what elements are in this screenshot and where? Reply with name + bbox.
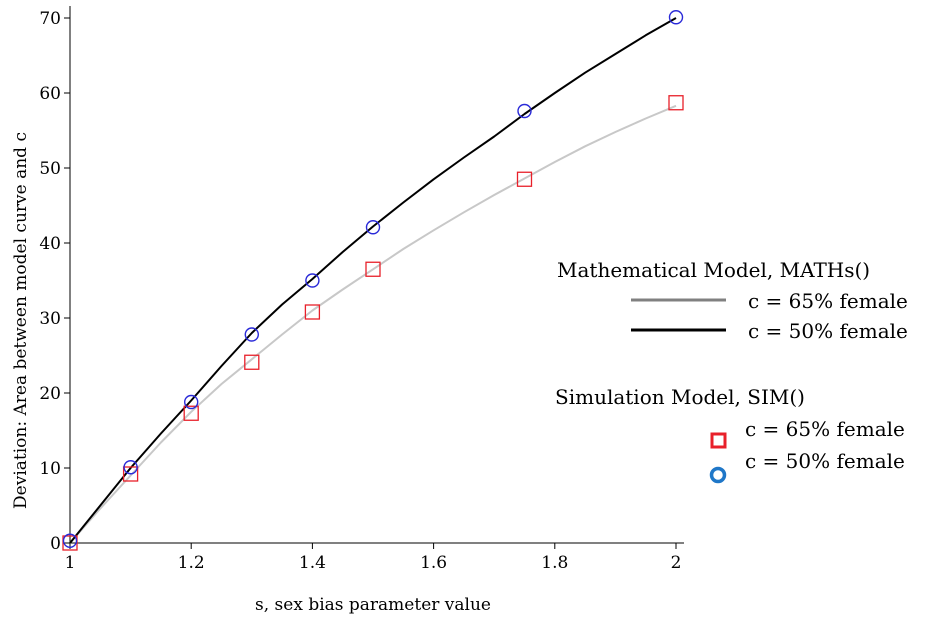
data-point-circle xyxy=(517,103,532,119)
data-point-square xyxy=(62,535,78,551)
data-point-square xyxy=(122,466,139,482)
data-point-square xyxy=(304,304,321,320)
data-point-circle xyxy=(244,327,260,342)
x-tick-label: 1 xyxy=(65,553,76,573)
data-point-circle xyxy=(305,273,320,288)
data-point-circle xyxy=(365,220,381,235)
data-point-square xyxy=(668,95,684,111)
data-point-circle xyxy=(183,394,199,410)
data-point-circle xyxy=(668,10,684,25)
x-tick-label: 1.2 xyxy=(178,553,205,573)
x-tick-label: 1.6 xyxy=(420,553,447,573)
data-point-square xyxy=(516,171,533,187)
data-point-square xyxy=(183,405,199,421)
x-tick-label: 2 xyxy=(671,553,682,573)
series-line-1 xyxy=(69,17,677,544)
x-tick-label: 1.4 xyxy=(299,553,326,573)
y-tick-label: 50 xyxy=(39,159,61,179)
legend-title-mathematical-model: Mathematical Model, MATHs() xyxy=(557,258,870,282)
legend-label: c = 65% female xyxy=(748,289,908,313)
data-point-circle xyxy=(123,460,138,475)
data-point-circle xyxy=(62,533,78,548)
legend-title-simulation-model: Simulation Model, SIM() xyxy=(555,385,805,409)
y-tick-label: 20 xyxy=(39,384,61,404)
x-tick-label: 1.8 xyxy=(541,553,568,573)
y-axis-title: Deviation: Area between model curve and … xyxy=(11,132,31,509)
series-line-0 xyxy=(69,104,677,544)
y-tick-label: 10 xyxy=(39,459,61,479)
legend-label: c = 50% female xyxy=(745,449,905,473)
y-tick-label: 60 xyxy=(39,84,61,104)
legend-label: c = 65% female xyxy=(745,417,905,441)
series-lines xyxy=(69,17,677,544)
data-point-square xyxy=(244,354,260,370)
y-tick-label: 0 xyxy=(50,534,61,554)
data-point-square xyxy=(365,261,381,277)
series-markers xyxy=(62,10,684,551)
y-tick-label: 70 xyxy=(39,9,61,29)
legend-circle-swatch xyxy=(709,466,727,484)
x-axis-title: s, sex bias parameter value xyxy=(255,595,491,615)
y-tick-label: 40 xyxy=(39,234,61,254)
legend: Mathematical Model, MATHs() Simulation M… xyxy=(555,258,908,484)
legend-label: c = 50% female xyxy=(748,319,908,343)
y-tick-label: 30 xyxy=(39,309,61,329)
legend-square-swatch xyxy=(710,432,727,449)
axes xyxy=(69,6,684,544)
